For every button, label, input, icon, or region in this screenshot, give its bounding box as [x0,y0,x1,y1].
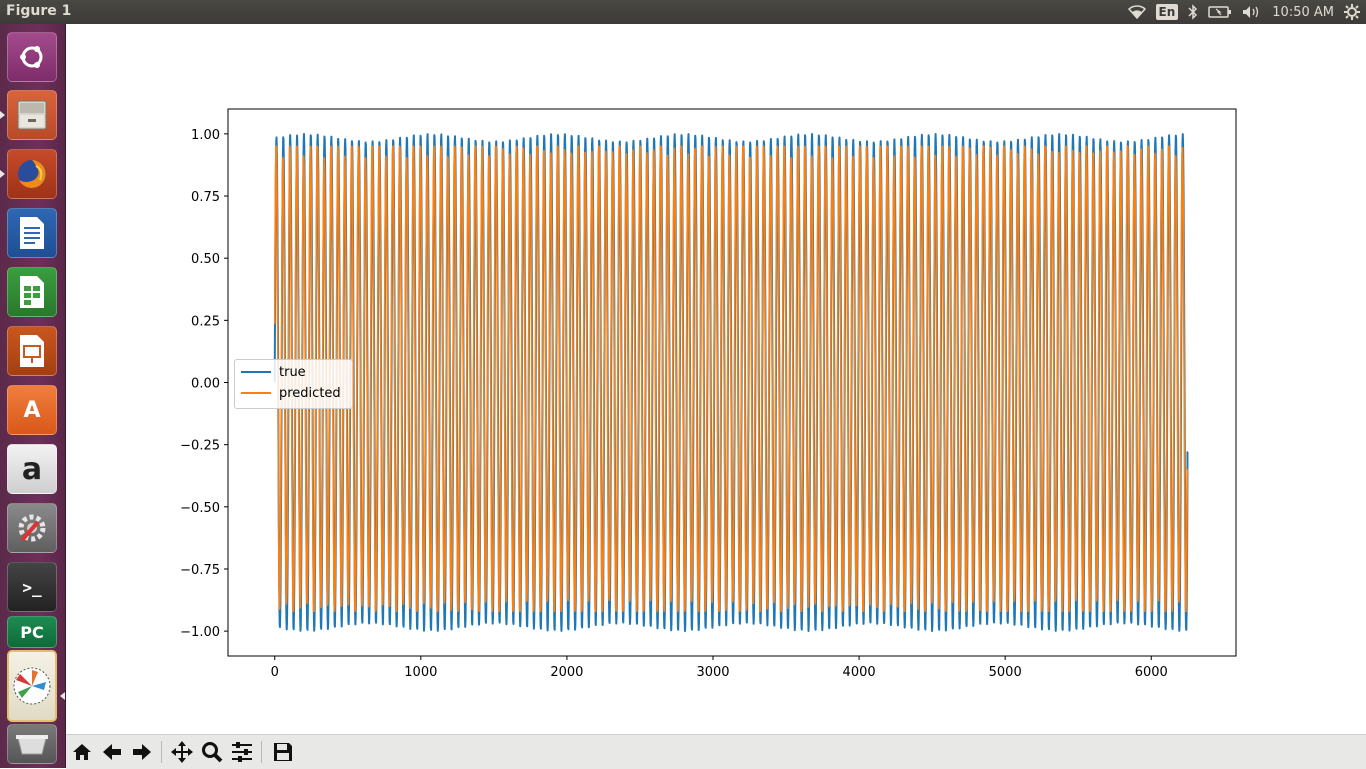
terminal-label: >_ [22,577,42,597]
pycharm-icon[interactable]: PC [7,616,57,648]
y-tick-label: 0.50 [191,252,220,267]
running-indicator [0,170,5,178]
legend-line-predicted [241,392,271,394]
pan-move-icon[interactable] [168,738,196,766]
trash-icon[interactable] [7,724,57,764]
bluetooth-icon[interactable] [1188,0,1198,24]
amazon-icon[interactable]: a [7,444,57,494]
libreoffice-writer-icon[interactable] [7,208,57,258]
y-tick-label: 1.00 [191,128,220,143]
firefox-icon[interactable] [7,149,57,199]
ubuntu-logo-icon[interactable] [7,32,57,82]
x-tick-label: 4000 [843,665,876,680]
toolbar-separator [261,741,262,763]
y-tick-label: 0.25 [191,314,220,329]
y-tick-label: 0.75 [191,190,220,205]
terminal-icon[interactable]: >_ [7,562,57,612]
battery-icon[interactable] [1208,0,1232,24]
file-cabinet-icon[interactable] [7,90,57,140]
legend-label-true: true [279,364,306,380]
y-tick-label: 0.00 [191,377,220,392]
home-icon[interactable] [68,738,96,766]
legend-entry-true: true [241,363,306,381]
language-label: En [1155,4,1179,20]
wifi-icon[interactable] [1127,0,1146,24]
series-layer [273,133,1189,632]
legend[interactable]: true predicted [234,359,353,409]
y-tick-label: −0.25 [180,439,220,454]
keyboard-language-indicator[interactable]: En [1155,0,1179,24]
libreoffice-calc-icon[interactable] [7,267,57,317]
settings-gear-icon[interactable] [1344,0,1360,24]
y-tick-label: −0.75 [180,563,220,578]
libreoffice-impress-icon[interactable] [7,326,57,376]
figure-toolbar [66,734,1366,769]
y-tick-label: −0.50 [180,501,220,516]
legend-label-predicted: predicted [279,385,341,401]
x-tick-label: 1000 [404,665,437,680]
legend-entry-predicted: predicted [241,384,341,402]
y-tick-label: −1.00 [180,625,220,640]
top-panel: Figure 1 En 10:50 AM [0,0,1366,24]
system-tray: En 10:50 AM [1127,0,1360,24]
running-indicator [0,111,5,119]
configure-subplots-icon[interactable] [228,738,256,766]
window-title: Figure 1 [6,3,72,19]
matplotlib-icon[interactable] [7,650,57,722]
plot-svg[interactable]: 0 1000 2000 3000 4000 5000 6000 1.00 0.75 0.50 0.2… [66,24,1366,734]
save-floppy-icon[interactable] [269,738,297,766]
software-center-label: A [23,397,41,423]
active-indicator [60,692,65,700]
toolbar-separator [161,741,162,763]
x-tick-label: 0 [271,665,279,680]
x-tick-label: 2000 [550,665,583,680]
ticks-layer: 0 1000 2000 3000 4000 5000 6000 1.00 0.75 0.50 0.2… [180,128,1168,680]
series-line-predicted [273,145,1189,613]
x-tick-label: 3000 [696,665,729,680]
launcher: A a >_ PC [0,24,66,768]
amazon-label: a [21,451,43,487]
zoom-magnifier-icon[interactable] [198,738,226,766]
x-tick-label: 6000 [1135,665,1168,680]
clock-time[interactable]: 10:50 AM [1272,4,1334,20]
volume-icon[interactable] [1242,0,1262,24]
back-arrow-icon[interactable] [98,738,126,766]
software-center-icon[interactable]: A [7,385,57,435]
legend-line-true [241,371,271,373]
forward-arrow-icon[interactable] [128,738,156,766]
pycharm-label: PC [20,622,44,642]
settings-wrench-icon[interactable] [7,503,57,553]
x-tick-label: 5000 [989,665,1022,680]
